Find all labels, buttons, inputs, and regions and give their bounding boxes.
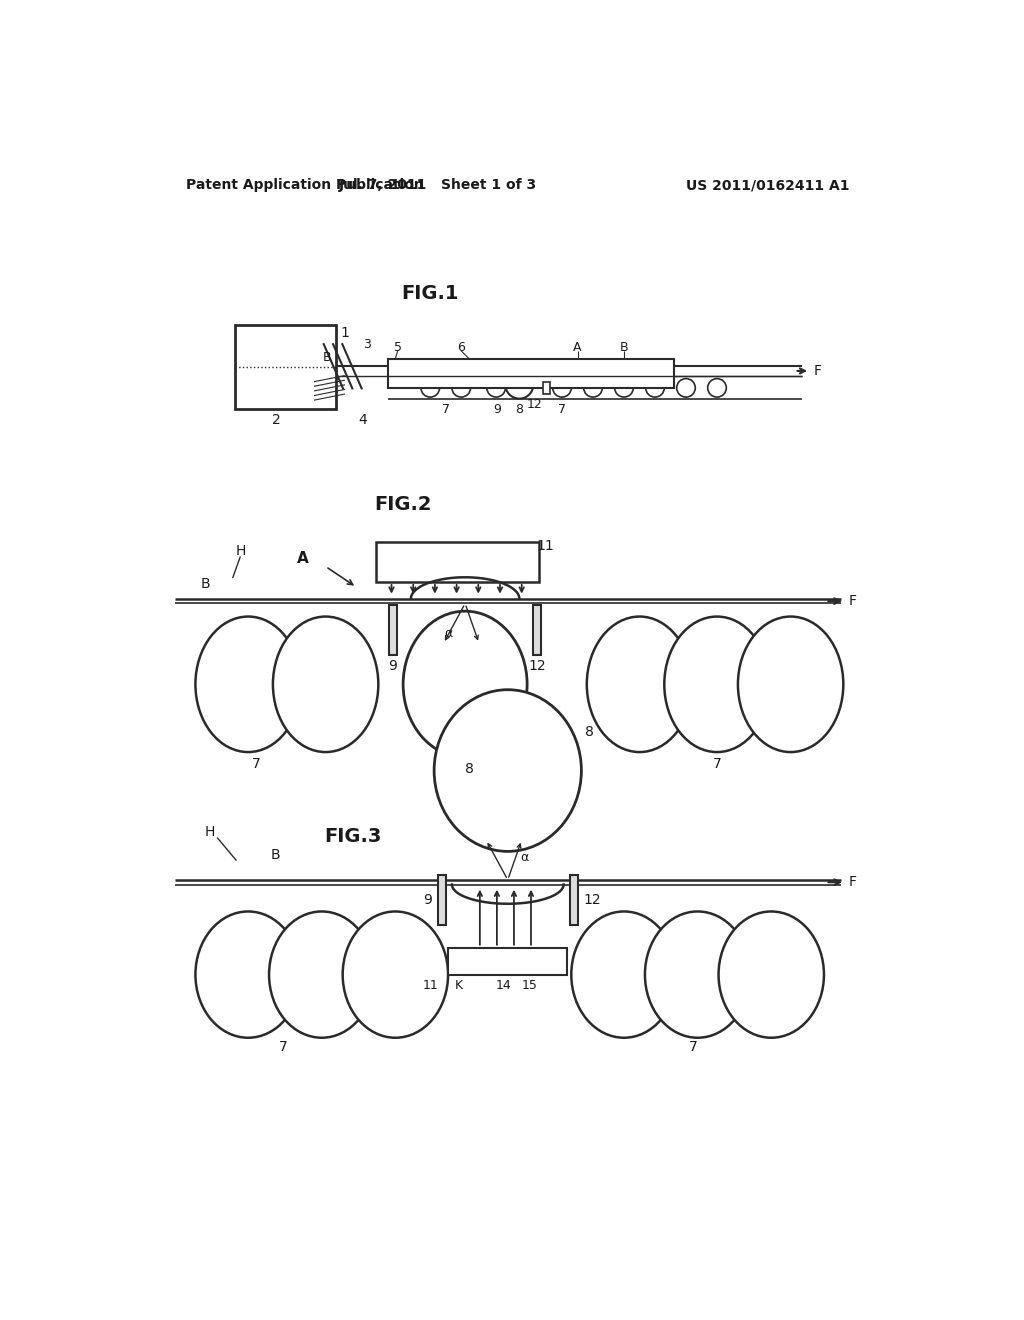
Bar	[234, 326, 336, 409]
Text: FIG.3: FIG.3	[324, 826, 381, 846]
Text: 7: 7	[689, 1040, 698, 1053]
Text: Patent Application Publication: Patent Application Publication	[186, 178, 424, 193]
Ellipse shape	[665, 616, 770, 752]
Text: K: K	[455, 979, 463, 991]
Text: 9: 9	[389, 659, 397, 673]
Text: 1: 1	[340, 326, 349, 341]
Text: 6: 6	[458, 342, 465, 354]
Text: 12: 12	[584, 892, 601, 907]
Ellipse shape	[486, 379, 506, 397]
Text: 2: 2	[272, 413, 282, 428]
Text: F: F	[849, 875, 857, 890]
Ellipse shape	[677, 379, 695, 397]
Ellipse shape	[196, 616, 301, 752]
Text: B: B	[324, 351, 332, 363]
Text: 12: 12	[528, 659, 546, 673]
Text: 15: 15	[521, 979, 538, 991]
Ellipse shape	[614, 379, 633, 397]
Text: 7: 7	[441, 403, 450, 416]
Ellipse shape	[452, 379, 471, 397]
Ellipse shape	[403, 611, 527, 758]
Text: 7: 7	[252, 756, 260, 771]
Text: B: B	[270, 849, 280, 862]
Text: 14: 14	[496, 979, 511, 991]
Text: 5: 5	[393, 342, 401, 354]
Text: α: α	[520, 851, 529, 865]
Text: B: B	[201, 577, 210, 591]
Text: 11: 11	[423, 979, 438, 991]
Bar	[438, 875, 445, 924]
Text: 9: 9	[493, 403, 501, 416]
Text: 12: 12	[527, 399, 543, 412]
Text: US 2011/0162411 A1: US 2011/0162411 A1	[686, 178, 850, 193]
Ellipse shape	[434, 689, 582, 851]
Bar	[543, 381, 550, 395]
Ellipse shape	[587, 616, 692, 752]
Text: A: A	[297, 552, 308, 566]
Bar	[389, 605, 397, 655]
Bar	[569, 875, 578, 924]
Text: 11: 11	[537, 539, 554, 553]
Text: 8: 8	[515, 403, 523, 416]
Text: 8: 8	[465, 762, 473, 776]
Text: 3: 3	[362, 338, 371, 351]
Ellipse shape	[738, 616, 844, 752]
Bar	[376, 543, 539, 582]
Bar	[449, 948, 567, 974]
Ellipse shape	[719, 911, 824, 1038]
Ellipse shape	[273, 616, 378, 752]
Bar	[534, 605, 541, 655]
Ellipse shape	[343, 911, 449, 1038]
Text: F: F	[849, 594, 857, 609]
Text: Jul. 7, 2011   Sheet 1 of 3: Jul. 7, 2011 Sheet 1 of 3	[339, 178, 537, 193]
Text: 7: 7	[558, 403, 566, 416]
Text: B: B	[620, 342, 629, 354]
Ellipse shape	[708, 379, 726, 397]
Text: 8: 8	[585, 725, 594, 739]
Ellipse shape	[196, 911, 301, 1038]
Text: 7: 7	[279, 1040, 288, 1053]
Ellipse shape	[506, 371, 534, 399]
Bar	[388, 359, 675, 388]
Ellipse shape	[584, 379, 602, 397]
Ellipse shape	[646, 379, 665, 397]
Text: A: A	[573, 342, 582, 354]
Ellipse shape	[571, 911, 677, 1038]
Text: 4: 4	[358, 413, 368, 428]
Text: 7: 7	[713, 756, 721, 771]
Ellipse shape	[645, 911, 751, 1038]
Text: 9: 9	[423, 892, 432, 907]
Text: F: F	[814, 364, 821, 378]
Text: H: H	[236, 544, 246, 558]
Text: FIG.1: FIG.1	[401, 284, 459, 302]
Text: FIG.2: FIG.2	[375, 495, 432, 515]
Ellipse shape	[421, 379, 439, 397]
Text: α: α	[444, 627, 453, 640]
Ellipse shape	[269, 911, 375, 1038]
Text: H: H	[204, 825, 215, 840]
Ellipse shape	[553, 379, 571, 397]
